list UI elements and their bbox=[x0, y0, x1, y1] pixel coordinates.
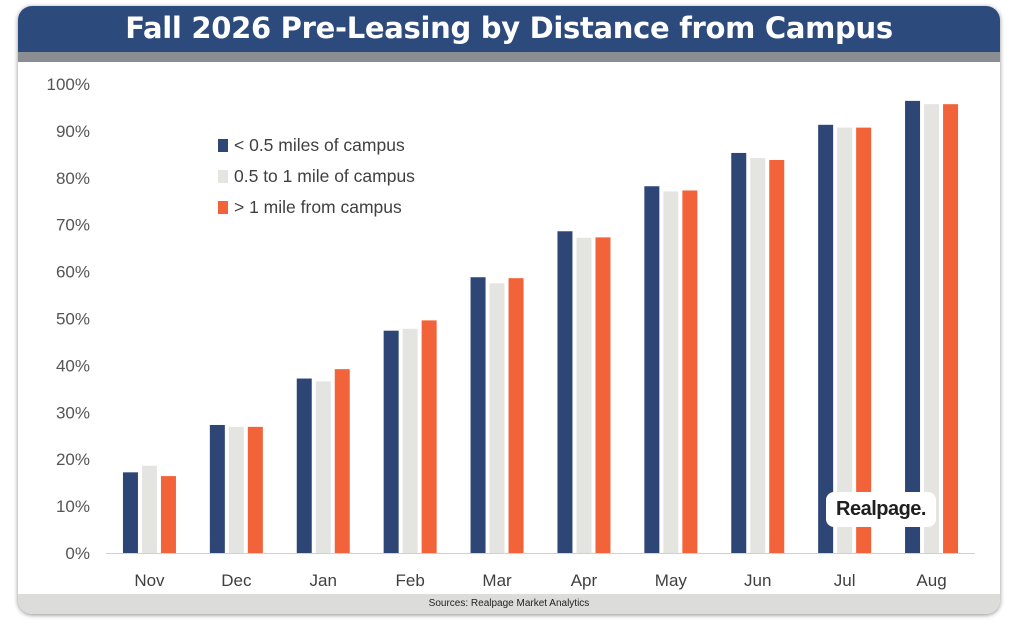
title-underline-bar bbox=[18, 52, 1000, 62]
legend-item: > 1 mile from campus bbox=[218, 192, 415, 223]
x-tick-label: Mar bbox=[482, 571, 512, 590]
bar bbox=[296, 378, 312, 553]
bar bbox=[315, 381, 331, 553]
y-tick-label: 70% bbox=[56, 216, 90, 235]
bar bbox=[856, 127, 872, 553]
bar bbox=[769, 159, 785, 553]
bar bbox=[489, 283, 505, 553]
y-tick-label: 50% bbox=[56, 310, 90, 329]
source-note: Sources: Realpage Market Analytics bbox=[428, 598, 590, 609]
x-tick-label: Jun bbox=[744, 571, 771, 590]
bar bbox=[576, 237, 592, 553]
bar-chart: 0% 10% 20% 30% 40% 50% 60% 70% 80% 90% 100% Nov Dec J… bbox=[47, 75, 975, 590]
legend-label: < 0.5 miles of campus bbox=[234, 135, 405, 155]
legend-label: > 1 mile from campus bbox=[234, 197, 402, 217]
footer-bar bbox=[18, 594, 1000, 614]
bar bbox=[160, 476, 176, 553]
bar bbox=[228, 426, 244, 553]
x-tick-label: May bbox=[655, 571, 688, 590]
chart-legend: < 0.5 miles of campus 0.5 to 1 mile of c… bbox=[218, 130, 415, 223]
bar bbox=[557, 231, 573, 554]
y-tick-label: 20% bbox=[56, 450, 90, 469]
bar bbox=[247, 426, 263, 553]
y-tick-label: 80% bbox=[56, 169, 90, 188]
bar bbox=[644, 186, 660, 553]
bar bbox=[663, 191, 679, 553]
y-tick-label: 0% bbox=[65, 544, 90, 563]
bar bbox=[334, 369, 350, 553]
x-tick-label: Jul bbox=[834, 571, 856, 590]
x-tick-label: Nov bbox=[134, 571, 165, 590]
x-tick-label: Feb bbox=[396, 571, 425, 590]
y-tick-label: 10% bbox=[56, 497, 90, 516]
x-tick-label: Apr bbox=[571, 571, 598, 590]
bar bbox=[924, 104, 940, 554]
y-tick-label: 40% bbox=[56, 356, 90, 375]
y-tick-label: 100% bbox=[47, 75, 90, 94]
x-tick-label: Dec bbox=[221, 571, 252, 590]
bar bbox=[595, 237, 611, 553]
bar bbox=[837, 127, 853, 553]
bar bbox=[421, 320, 437, 553]
chart-card: Fall 2026 Pre-Leasing by Distance from C… bbox=[18, 6, 1000, 614]
y-tick-label: 30% bbox=[56, 403, 90, 422]
chart-title: Fall 2026 Pre-Leasing by Distance from C… bbox=[125, 11, 893, 45]
bar bbox=[905, 100, 921, 553]
y-tick-label: 60% bbox=[56, 263, 90, 282]
legend-swatch bbox=[218, 201, 228, 214]
bar bbox=[818, 124, 834, 553]
legend-swatch bbox=[218, 139, 228, 152]
x-tick-label: Jan bbox=[310, 571, 337, 590]
bar bbox=[122, 472, 138, 553]
legend-label: 0.5 to 1 mile of campus bbox=[234, 166, 415, 186]
bar bbox=[943, 104, 959, 554]
bar bbox=[141, 465, 157, 553]
legend-item: 0.5 to 1 mile of campus bbox=[218, 161, 415, 192]
title-bar: Fall 2026 Pre-Leasing by Distance from C… bbox=[18, 6, 1000, 52]
x-tick-label: Aug bbox=[916, 571, 946, 590]
y-tick-label: 90% bbox=[56, 122, 90, 141]
legend-item: < 0.5 miles of campus bbox=[218, 130, 415, 161]
bar bbox=[209, 424, 225, 553]
legend-swatch bbox=[218, 170, 228, 183]
bar bbox=[402, 328, 418, 553]
bar bbox=[383, 330, 399, 553]
bar bbox=[731, 152, 747, 553]
bar bbox=[508, 278, 524, 553]
bar bbox=[470, 277, 486, 553]
realpage-logo: Realpage. bbox=[826, 492, 936, 527]
bar bbox=[750, 158, 766, 554]
bar bbox=[682, 190, 698, 553]
